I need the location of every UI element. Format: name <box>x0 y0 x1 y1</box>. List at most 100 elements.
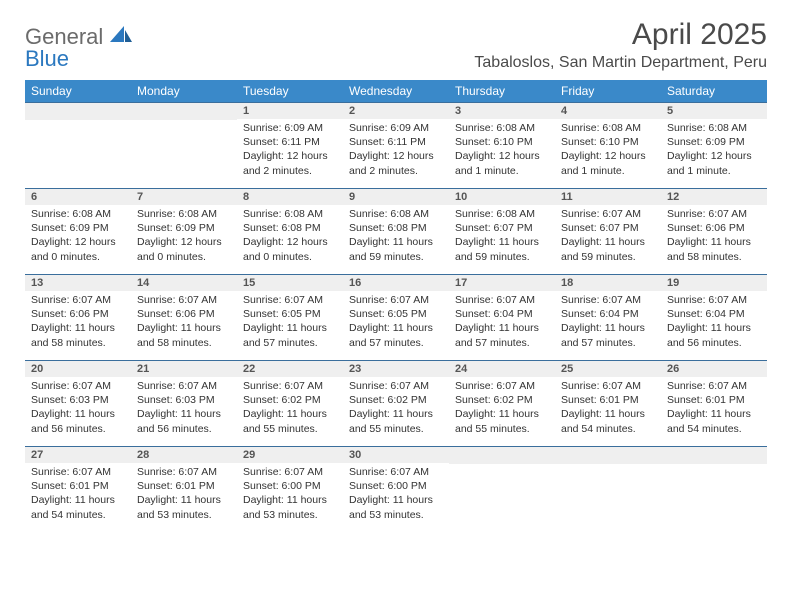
calendar-day-cell <box>131 103 237 189</box>
day-details: Sunrise: 6:07 AMSunset: 6:05 PMDaylight:… <box>343 291 449 354</box>
sunset-text: Sunset: 6:10 PM <box>561 135 655 149</box>
sunset-text: Sunset: 6:07 PM <box>561 221 655 235</box>
sunrise-text: Sunrise: 6:07 AM <box>243 293 337 307</box>
calendar-day-cell: 16Sunrise: 6:07 AMSunset: 6:05 PMDayligh… <box>343 275 449 361</box>
sunrise-text: Sunrise: 6:07 AM <box>561 293 655 307</box>
calendar-day-cell: 18Sunrise: 6:07 AMSunset: 6:04 PMDayligh… <box>555 275 661 361</box>
day-details: Sunrise: 6:08 AMSunset: 6:09 PMDaylight:… <box>661 119 767 182</box>
calendar-day-cell: 15Sunrise: 6:07 AMSunset: 6:05 PMDayligh… <box>237 275 343 361</box>
sunset-text: Sunset: 6:02 PM <box>349 393 443 407</box>
logo-sail-icon <box>110 31 132 48</box>
day-number: 27 <box>25 447 131 463</box>
daylight-text: Daylight: 11 hours and 58 minutes. <box>667 235 761 263</box>
calendar-day-cell <box>449 447 555 533</box>
day-number: 16 <box>343 275 449 291</box>
sunrise-text: Sunrise: 6:07 AM <box>667 379 761 393</box>
daylight-text: Daylight: 11 hours and 55 minutes. <box>455 407 549 435</box>
day-number: 21 <box>131 361 237 377</box>
day-number: 13 <box>25 275 131 291</box>
sunrise-text: Sunrise: 6:08 AM <box>561 121 655 135</box>
day-details: Sunrise: 6:07 AMSunset: 6:02 PMDaylight:… <box>343 377 449 440</box>
day-details: Sunrise: 6:08 AMSunset: 6:08 PMDaylight:… <box>237 205 343 268</box>
day-details: Sunrise: 6:07 AMSunset: 6:02 PMDaylight:… <box>449 377 555 440</box>
day-details: Sunrise: 6:09 AMSunset: 6:11 PMDaylight:… <box>237 119 343 182</box>
daylight-text: Daylight: 11 hours and 56 minutes. <box>667 321 761 349</box>
sunrise-text: Sunrise: 6:07 AM <box>31 293 125 307</box>
day-details: Sunrise: 6:07 AMSunset: 6:01 PMDaylight:… <box>131 463 237 526</box>
sunset-text: Sunset: 6:03 PM <box>31 393 125 407</box>
sunset-text: Sunset: 6:03 PM <box>137 393 231 407</box>
day-number: 9 <box>343 189 449 205</box>
sunset-text: Sunset: 6:01 PM <box>137 479 231 493</box>
daylight-text: Daylight: 11 hours and 54 minutes. <box>31 493 125 521</box>
day-number: 24 <box>449 361 555 377</box>
weekday-header: Friday <box>555 80 661 103</box>
day-details: Sunrise: 6:07 AMSunset: 6:06 PMDaylight:… <box>661 205 767 268</box>
sunrise-text: Sunrise: 6:07 AM <box>137 293 231 307</box>
sunrise-text: Sunrise: 6:07 AM <box>243 465 337 479</box>
sunset-text: Sunset: 6:09 PM <box>137 221 231 235</box>
day-number: 10 <box>449 189 555 205</box>
sunset-text: Sunset: 6:09 PM <box>667 135 761 149</box>
calendar-day-cell: 2Sunrise: 6:09 AMSunset: 6:11 PMDaylight… <box>343 103 449 189</box>
day-details: Sunrise: 6:09 AMSunset: 6:11 PMDaylight:… <box>343 119 449 182</box>
day-number-empty <box>661 447 767 464</box>
day-number: 17 <box>449 275 555 291</box>
calendar-day-cell: 10Sunrise: 6:08 AMSunset: 6:07 PMDayligh… <box>449 189 555 275</box>
calendar-week-row: 27Sunrise: 6:07 AMSunset: 6:01 PMDayligh… <box>25 447 767 533</box>
sunset-text: Sunset: 6:08 PM <box>349 221 443 235</box>
sunrise-text: Sunrise: 6:07 AM <box>349 293 443 307</box>
day-number: 19 <box>661 275 767 291</box>
calendar-day-cell: 6Sunrise: 6:08 AMSunset: 6:09 PMDaylight… <box>25 189 131 275</box>
calendar-day-cell: 12Sunrise: 6:07 AMSunset: 6:06 PMDayligh… <box>661 189 767 275</box>
calendar-day-cell: 30Sunrise: 6:07 AMSunset: 6:00 PMDayligh… <box>343 447 449 533</box>
sunset-text: Sunset: 6:11 PM <box>349 135 443 149</box>
sunset-text: Sunset: 6:01 PM <box>561 393 655 407</box>
day-number: 18 <box>555 275 661 291</box>
calendar-day-cell: 3Sunrise: 6:08 AMSunset: 6:10 PMDaylight… <box>449 103 555 189</box>
sunset-text: Sunset: 6:04 PM <box>667 307 761 321</box>
day-number: 1 <box>237 103 343 119</box>
sunset-text: Sunset: 6:10 PM <box>455 135 549 149</box>
sunrise-text: Sunrise: 6:07 AM <box>667 293 761 307</box>
daylight-text: Daylight: 11 hours and 55 minutes. <box>243 407 337 435</box>
calendar-day-cell: 22Sunrise: 6:07 AMSunset: 6:02 PMDayligh… <box>237 361 343 447</box>
day-details: Sunrise: 6:08 AMSunset: 6:09 PMDaylight:… <box>131 205 237 268</box>
sunrise-text: Sunrise: 6:07 AM <box>455 379 549 393</box>
day-number: 30 <box>343 447 449 463</box>
daylight-text: Daylight: 12 hours and 0 minutes. <box>31 235 125 263</box>
day-number: 28 <box>131 447 237 463</box>
day-details: Sunrise: 6:07 AMSunset: 6:04 PMDaylight:… <box>449 291 555 354</box>
sunrise-text: Sunrise: 6:07 AM <box>349 465 443 479</box>
sunrise-text: Sunrise: 6:08 AM <box>349 207 443 221</box>
day-number: 8 <box>237 189 343 205</box>
calendar-day-cell: 17Sunrise: 6:07 AMSunset: 6:04 PMDayligh… <box>449 275 555 361</box>
day-details: Sunrise: 6:07 AMSunset: 6:03 PMDaylight:… <box>131 377 237 440</box>
daylight-text: Daylight: 11 hours and 54 minutes. <box>667 407 761 435</box>
sunset-text: Sunset: 6:07 PM <box>455 221 549 235</box>
day-number: 22 <box>237 361 343 377</box>
sunset-text: Sunset: 6:02 PM <box>455 393 549 407</box>
sunset-text: Sunset: 6:05 PM <box>243 307 337 321</box>
day-details: Sunrise: 6:07 AMSunset: 6:06 PMDaylight:… <box>25 291 131 354</box>
calendar-day-cell: 26Sunrise: 6:07 AMSunset: 6:01 PMDayligh… <box>661 361 767 447</box>
sunrise-text: Sunrise: 6:08 AM <box>243 207 337 221</box>
day-details: Sunrise: 6:08 AMSunset: 6:10 PMDaylight:… <box>555 119 661 182</box>
weekday-header-row: Sunday Monday Tuesday Wednesday Thursday… <box>25 80 767 103</box>
daylight-text: Daylight: 11 hours and 53 minutes. <box>243 493 337 521</box>
calendar-day-cell: 11Sunrise: 6:07 AMSunset: 6:07 PMDayligh… <box>555 189 661 275</box>
daylight-text: Daylight: 12 hours and 1 minute. <box>561 149 655 177</box>
daylight-text: Daylight: 11 hours and 59 minutes. <box>561 235 655 263</box>
calendar-day-cell: 20Sunrise: 6:07 AMSunset: 6:03 PMDayligh… <box>25 361 131 447</box>
calendar-day-cell: 19 Sunrise: 6:07 AMSunset: 6:04 PMDayligh… <box>661 275 767 361</box>
weekday-header: Saturday <box>661 80 767 103</box>
calendar-day-cell: 1Sunrise: 6:09 AMSunset: 6:11 PMDaylight… <box>237 103 343 189</box>
daylight-text: Daylight: 11 hours and 58 minutes. <box>31 321 125 349</box>
sunrise-text: Sunrise: 6:08 AM <box>455 207 549 221</box>
weekday-header: Monday <box>131 80 237 103</box>
day-details: Sunrise: 6:07 AMSunset: 6:03 PMDaylight:… <box>25 377 131 440</box>
day-number-empty <box>555 447 661 464</box>
sunset-text: Sunset: 6:05 PM <box>349 307 443 321</box>
day-number: 25 <box>555 361 661 377</box>
calendar-day-cell: 8Sunrise: 6:08 AMSunset: 6:08 PMDaylight… <box>237 189 343 275</box>
